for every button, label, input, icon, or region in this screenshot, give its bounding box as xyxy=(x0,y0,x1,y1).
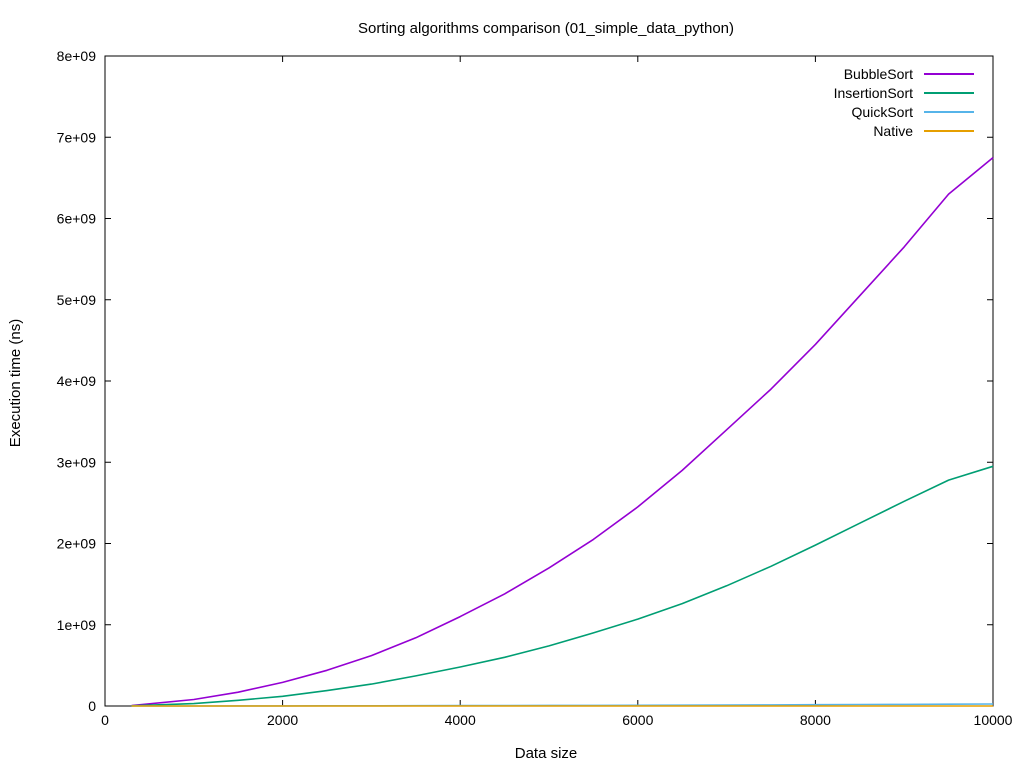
axes: 0 2000 4000 6000 8000 10000 0 1e+09 2e+09 3e+09 4e… xyxy=(57,48,1013,728)
series-layer xyxy=(131,156,994,707)
y-tick-label: 5e+09 xyxy=(57,292,97,308)
chart-title: Sorting algorithms comparison (01_simple… xyxy=(358,20,734,37)
y-axis-label: Execution time (ns) xyxy=(7,319,24,447)
x-axis-label: Data size xyxy=(515,745,578,762)
series-line-insertionsort xyxy=(131,465,994,707)
legend: BubbleSort InsertionSort QuickSort Native xyxy=(834,66,974,139)
y-tick-label: 8e+09 xyxy=(57,48,97,64)
y-tick-label: 7e+09 xyxy=(57,129,97,145)
x-tick-label: 4000 xyxy=(445,712,476,728)
x-tick-label: 0 xyxy=(101,712,109,728)
legend-label: InsertionSort xyxy=(834,85,913,101)
y-tick-label: 2e+09 xyxy=(57,536,97,552)
y-tick-label: 3e+09 xyxy=(57,454,97,470)
legend-label: QuickSort xyxy=(852,104,914,120)
legend-label: Native xyxy=(873,123,913,139)
legend-label: BubbleSort xyxy=(844,66,913,82)
x-tick-label: 8000 xyxy=(800,712,831,728)
x-tick-label: 6000 xyxy=(622,712,653,728)
y-tick-label: 1e+09 xyxy=(57,617,97,633)
y-tick-label: 6e+09 xyxy=(57,211,97,227)
plot-frame xyxy=(104,55,994,707)
x-tick-label: 10000 xyxy=(974,712,1013,728)
y-tick-label: 0 xyxy=(88,698,96,714)
series-line-bubblesort xyxy=(131,156,994,707)
y-tick-label: 4e+09 xyxy=(57,373,97,389)
x-tick-label: 2000 xyxy=(267,712,298,728)
